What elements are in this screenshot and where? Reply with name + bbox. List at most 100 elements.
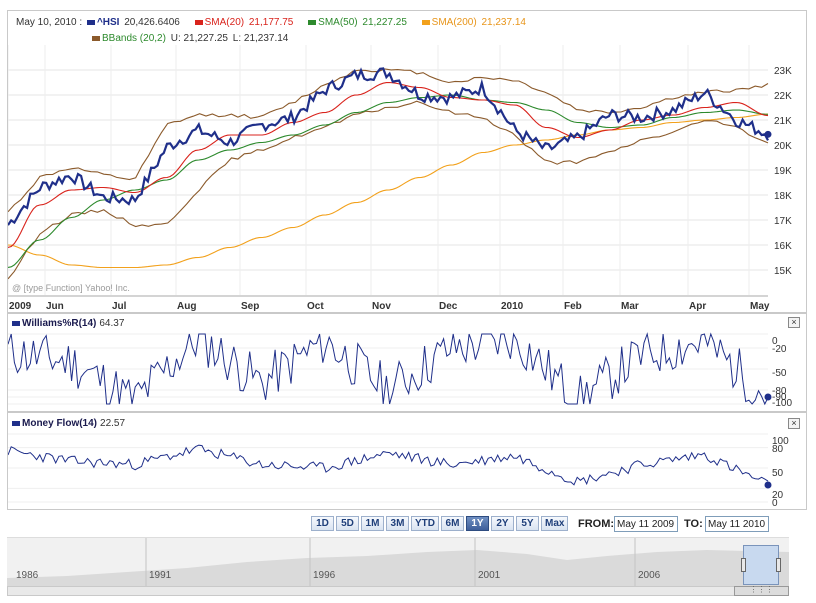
series-bbands-upper <box>8 68 769 213</box>
indicator-last-point-marker <box>764 393 772 401</box>
series-williams-r-14- <box>8 332 769 406</box>
navigator-selection-window[interactable] <box>743 545 779 585</box>
williams-label: Williams%R(14) 64.37 <box>12 318 124 329</box>
navigator-right-grip[interactable] <box>776 558 781 572</box>
range-button-3m[interactable]: 3M <box>386 516 409 531</box>
to-label: TO: <box>684 518 703 530</box>
legend-bbands-label: BBands (20,2) <box>102 33 166 44</box>
legend-sma20-value: 21,177.75 <box>248 17 294 28</box>
price-y-tick-label: 20K <box>774 141 792 152</box>
series-bbands-lower <box>8 100 769 280</box>
range-button-ytd[interactable]: YTD <box>411 516 439 531</box>
price-y-tick-label: 15K <box>774 266 792 277</box>
price-x-tick-label: Jul <box>112 301 127 311</box>
range-button-5d[interactable]: 5D <box>336 516 359 531</box>
nav-year-1996: 1996 <box>313 570 336 581</box>
series-sma-50- <box>8 94 769 269</box>
indicator-y-tick-label: -20 <box>772 344 787 355</box>
indicator-y-tick-label: 100 <box>772 436 789 447</box>
price-grid <box>8 45 768 295</box>
range-button-bar: 1D 5D 1M 3M YTD 6M 1Y 2Y 5Y Max <box>311 516 570 531</box>
indicator-y-tick-label: 0 <box>772 336 778 347</box>
watermark-text: @ [type Function] Yahoo! Inc. <box>12 283 130 293</box>
legend-sma200-value: 21,237.14 <box>481 17 526 28</box>
bbands-swatch <box>92 35 100 41</box>
nav-year-2006: 2006 <box>638 570 661 581</box>
navigator-strip[interactable] <box>7 537 789 587</box>
wr-svg-axis: 0-20 -50 -80-90-100 <box>8 333 792 409</box>
legend-bbands-upper: U: 21,227.25 <box>170 33 228 44</box>
price-x-tick-label: 2009 <box>9 301 32 311</box>
moneyflow-panel-frame <box>7 412 807 510</box>
price-y-tick-label: 19K <box>774 166 792 177</box>
legend-hsi-value: 20,426.6406 <box>124 17 180 28</box>
legend-hsi-label: ^HSI <box>96 17 120 28</box>
sma200-swatch <box>421 19 430 25</box>
navigator-history-area <box>7 538 789 587</box>
range-button-2y[interactable]: 2Y <box>491 516 514 531</box>
price-x-tick-label: Jun <box>46 301 64 311</box>
legend-row-2: BBands (20,2) U: 21,227.25 L: 21,237.14 <box>92 33 290 44</box>
range-button-max[interactable]: Max <box>541 516 569 531</box>
legend-row-1: May 10, 2010 : ^HSI 20,426.6406 SMA(20) … <box>16 17 528 28</box>
main-chart-frame <box>7 10 807 313</box>
moneyflow-label: Money Flow(14) 22.57 <box>12 418 125 429</box>
moneyflow-value: 22.57 <box>100 418 126 429</box>
series--hsi <box>8 67 769 226</box>
indicator-last-point-marker <box>764 481 772 489</box>
nav-year-1991: 1991 <box>149 570 172 581</box>
nav-year-1986: 1986 <box>16 570 39 581</box>
range-button-5y[interactable]: 5Y <box>516 516 539 531</box>
indicator-y-tick-label: 80 <box>772 444 784 455</box>
indicator-y-tick-label: -80 <box>772 386 787 397</box>
price-x-tick-label: Feb <box>564 301 582 311</box>
range-button-1m[interactable]: 1M <box>361 516 384 531</box>
navigator-left-grip[interactable] <box>741 558 746 572</box>
sma50-swatch <box>308 19 317 25</box>
williams-close-button[interactable]: × <box>788 317 800 328</box>
hsi-swatch <box>86 19 95 25</box>
range-button-6m[interactable]: 6M <box>441 516 464 531</box>
indicator-y-tick-label: -50 <box>772 368 787 379</box>
series-sma-200- <box>8 113 769 269</box>
legend-sma200-label: SMA(200) <box>431 17 477 28</box>
series-sma-20- <box>8 81 769 249</box>
to-date-input[interactable] <box>705 516 769 532</box>
price-y-tick-label: 22K <box>774 91 792 102</box>
series-money-flow-14- <box>8 444 769 486</box>
moneyflow-title: Money Flow(14) <box>22 418 98 429</box>
williams-swatch <box>12 320 20 326</box>
price-x-tick-label: Apr <box>689 301 706 311</box>
williams-title: Williams%R(14) <box>22 318 97 329</box>
navigator-scroll-thumb[interactable]: ⋮⋮⋮ <box>734 586 789 596</box>
range-button-1y[interactable]: 1Y <box>466 516 489 531</box>
price-x-tick-label: Oct <box>307 301 324 311</box>
price-y-tick-label: 17K <box>774 216 792 227</box>
williams-chart: 0-20 -50 -80-90-100 <box>8 332 792 409</box>
price-x-axis: 2009 Jun Jul Aug Sep Oct Nov Dec 2010 Feb Mar Apr Ma… <box>8 295 770 311</box>
price-x-tick-label: Mar <box>621 301 639 311</box>
price-y-axis: 23K 22K 21K 20K 19K 18K 17K 16K 15K <box>774 66 792 277</box>
from-label: FROM: <box>578 518 615 530</box>
price-x-tick-label: Nov <box>372 301 391 311</box>
navigator-scrollbar[interactable] <box>7 586 789 596</box>
moneyflow-close-button[interactable]: × <box>788 418 800 429</box>
indicator-y-tick-label: -90 <box>772 392 787 403</box>
legend-sma50-label: SMA(50) <box>318 17 358 28</box>
range-button-1d[interactable]: 1D <box>311 516 334 531</box>
indicator-y-tick-label: 20 <box>772 490 784 501</box>
legend-date: May 10, 2010 : <box>16 17 83 28</box>
price-x-tick-label: 2010 <box>501 301 524 311</box>
price-x-tick-label: Dec <box>439 301 458 311</box>
price-chart: 23K 22K 21K 20K 19K 18K 17K 16K 15K 2009 Jun Jul Aug… <box>8 45 792 311</box>
price-x-tick-label: Aug <box>177 301 196 311</box>
legend-sma20-label: SMA(20) <box>204 17 245 28</box>
from-date-input[interactable] <box>614 516 678 532</box>
price-y-tick-label: 16K <box>774 241 792 252</box>
indicator-y-tick-label: 50 <box>772 468 784 479</box>
legend-bbands-lower: L: 21,237.14 <box>232 33 289 44</box>
hsi-last-point-marker <box>764 130 772 138</box>
moneyflow-swatch <box>12 420 20 426</box>
